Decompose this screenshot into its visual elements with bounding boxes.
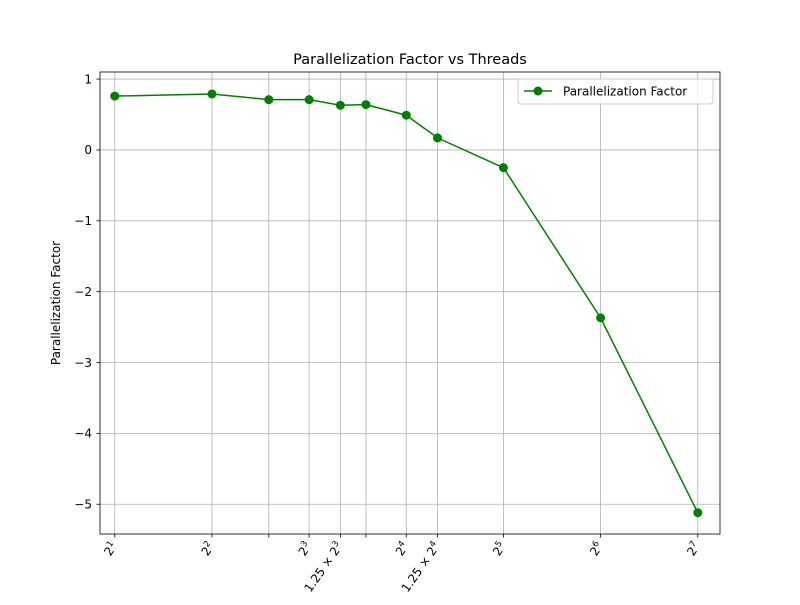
y-axis-label: Parallelization Factor — [49, 241, 63, 365]
data-point — [433, 133, 443, 143]
data-point — [264, 95, 274, 105]
data-point — [596, 313, 606, 323]
series-layer — [110, 89, 703, 518]
y-tick-label: −2 — [74, 285, 92, 299]
legend: Parallelization Factor — [517, 78, 714, 105]
axes-frame — [99, 71, 721, 535]
legend-marker — [533, 86, 543, 96]
x-tick-label: 21 — [100, 539, 120, 558]
x-axis: 21 22 231.25 × 23 241.25 × 24 25 26 27 — [100, 534, 703, 595]
data-point — [335, 100, 345, 110]
chart-title: Parallelization Factor vs Threads — [293, 52, 527, 68]
data-point — [361, 100, 371, 110]
x-tick-label: 24 — [392, 539, 412, 558]
y-tick-label: −3 — [74, 356, 92, 370]
x-tick-label: 22 — [198, 539, 218, 558]
legend-box — [517, 78, 714, 105]
x-tick-label: 23 — [295, 539, 315, 558]
y-tick-label: 0 — [84, 143, 92, 157]
data-point — [304, 95, 314, 105]
grid-layer — [100, 72, 720, 534]
data-point — [498, 163, 508, 173]
y-tick-label: −4 — [74, 427, 92, 441]
x-tick-label: 27 — [683, 539, 703, 558]
y-tick-label: −1 — [74, 214, 92, 228]
data-point — [401, 110, 411, 120]
x-tick-label: 26 — [586, 539, 606, 558]
y-axis: 1 0 −1 −2 −3 −4 −5 — [74, 72, 100, 512]
y-tick-label: 1 — [84, 72, 92, 86]
data-point — [207, 89, 217, 99]
data-point — [110, 91, 120, 101]
y-tick-label: −5 — [74, 498, 92, 512]
x-tick-label: 25 — [489, 539, 509, 558]
legend-label: Parallelization Factor — [563, 85, 687, 99]
data-point — [693, 508, 703, 518]
